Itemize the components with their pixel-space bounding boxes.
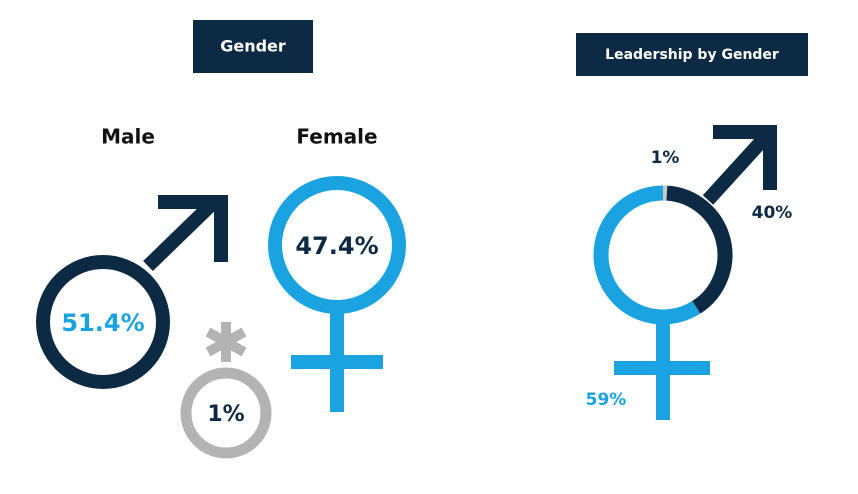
male-arrow <box>143 195 228 272</box>
donut-segment <box>593 185 701 325</box>
symbol-decor <box>143 125 777 420</box>
donut-segment <box>666 185 733 314</box>
title-box <box>193 20 313 73</box>
gender-ring <box>180 367 272 459</box>
value-label: 1% <box>207 402 244 427</box>
value-label: 59% <box>586 390 627 410</box>
chart-title: Leadership by Gender <box>605 47 779 63</box>
female-cross <box>291 308 383 412</box>
female-cross <box>614 318 710 420</box>
value-label: 40% <box>752 203 793 223</box>
gender-ring <box>36 255 170 389</box>
chart-title: Gender <box>220 37 286 56</box>
value-label: 1% <box>651 148 680 168</box>
value-label: 47.4% <box>295 232 378 260</box>
category-label: Female <box>296 125 377 149</box>
value-label: 51.4% <box>61 309 144 337</box>
male-arrow <box>702 125 777 205</box>
gender-ring <box>268 176 406 314</box>
asterisk <box>205 322 247 362</box>
category-label: Male <box>101 125 155 149</box>
title-box <box>576 33 808 76</box>
